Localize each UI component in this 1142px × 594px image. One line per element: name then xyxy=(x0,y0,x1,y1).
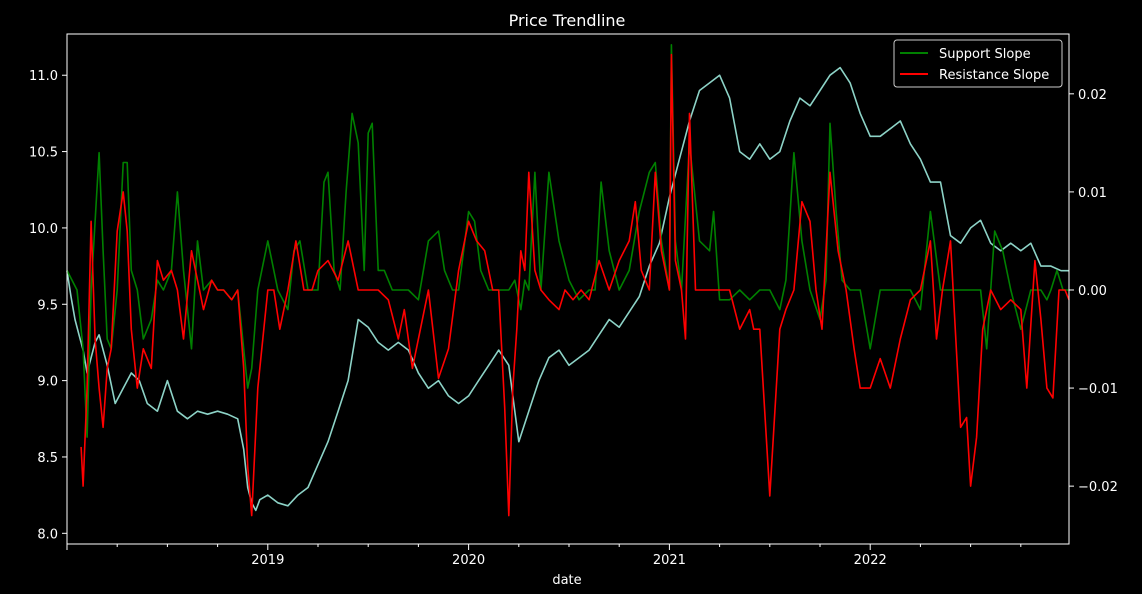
price-line xyxy=(66,66,1069,512)
y-right-tick-label: 0.00 xyxy=(1078,284,1107,299)
y-left-tick-label: 11.0 xyxy=(29,69,58,84)
x-tick-label: 2021 xyxy=(653,553,686,568)
legend-label-support: Support Slope xyxy=(939,47,1031,62)
series-layer xyxy=(66,43,1070,517)
y-right-tick-label: 0.02 xyxy=(1078,88,1107,103)
resistance-slope-line xyxy=(80,53,1070,517)
legend-label-resistance: Resistance Slope xyxy=(939,68,1049,83)
y-left-tick-label: 9.5 xyxy=(37,298,58,313)
legend-frame xyxy=(893,39,1063,88)
y-left-tick-label: 8.5 xyxy=(37,451,58,466)
legend: Support Slope Resistance Slope xyxy=(893,39,1063,88)
y-left-tick-label: 10.5 xyxy=(29,146,58,161)
axis-layer: 2019 2020 2021 2022 8.0 8.5 9.0 9.5 10.0 10.5 11.0… xyxy=(29,69,1118,568)
x-tick-label: 2019 xyxy=(251,553,284,568)
y-right-tick-label: −0.02 xyxy=(1078,480,1118,495)
x-tick-label: 2022 xyxy=(854,553,887,568)
chart-title: Price Trendline xyxy=(509,11,626,30)
y-left-tick-label: 9.0 xyxy=(37,375,58,390)
y-right-tick-label: 0.01 xyxy=(1078,186,1107,201)
x-tick-label: 2020 xyxy=(452,553,485,568)
x-axis-label: date xyxy=(552,573,581,588)
y-left-tick-label: 8.0 xyxy=(37,527,58,542)
y-right-tick-label: −0.01 xyxy=(1078,382,1118,397)
plot-frame xyxy=(66,33,1070,545)
y-left-tick-label: 10.0 xyxy=(29,222,58,237)
